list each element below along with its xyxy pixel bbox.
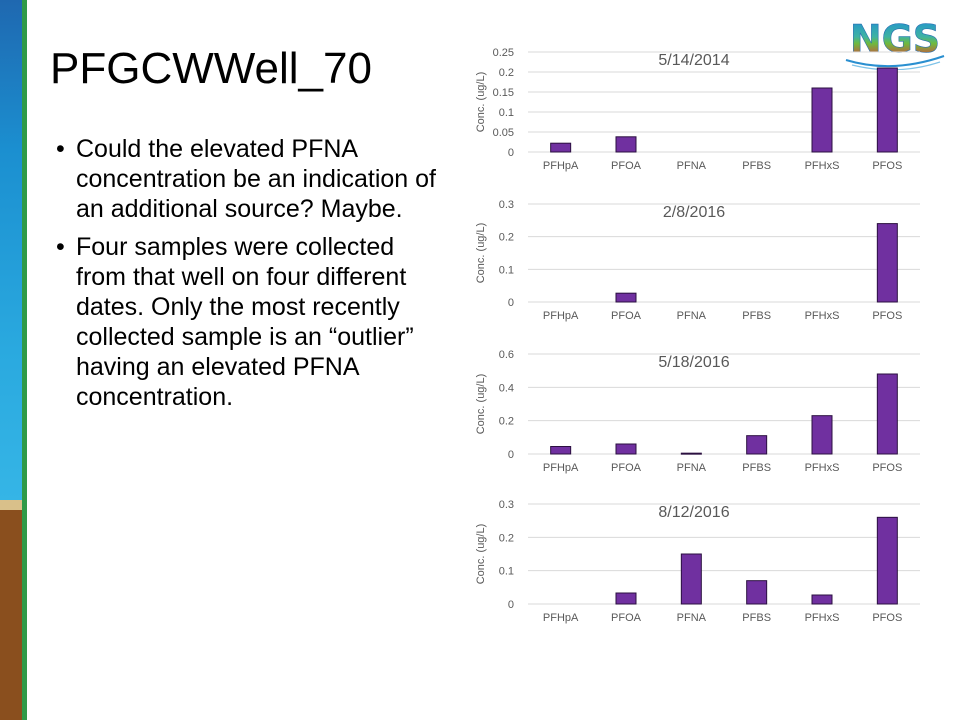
y-tick-label: 0 bbox=[508, 147, 514, 159]
y-axis-label: Conc. (ug/L) bbox=[475, 72, 487, 133]
x-tick-label: PFHpA bbox=[543, 462, 579, 474]
sidebar-brown-band bbox=[0, 510, 22, 720]
bar bbox=[680, 452, 702, 455]
bar-chart-1: 0 0.05 0.1 0.15 0.2 0.25 PFHpA PFOA PFNA PFBS PFHx… bbox=[475, 47, 920, 172]
x-tick-label: PFBS bbox=[742, 612, 771, 624]
y-tick-label: 0 bbox=[508, 599, 514, 611]
x-tick-label: PFBS bbox=[742, 310, 771, 322]
y-tick-label: 0.05 bbox=[493, 127, 514, 139]
x-tick-label: PFOA bbox=[611, 160, 642, 172]
bullet-text: Four samples were collected from that we… bbox=[76, 233, 414, 411]
bar bbox=[680, 553, 702, 605]
ngs-logo: NGS bbox=[845, 17, 945, 70]
x-tick-label: PFHxS bbox=[805, 462, 840, 474]
x-tick-label: PFHxS bbox=[805, 160, 840, 172]
x-tick-label: PFNA bbox=[677, 612, 707, 624]
x-tick-label: PFOS bbox=[872, 462, 902, 474]
sidebar-blue-band bbox=[0, 0, 22, 500]
bullet-text: Could the elevated PFNA concentration be… bbox=[76, 135, 436, 223]
bar-chart-2: 0 0.1 0.2 0.3 PFHpA PFOA PFNA PFBS PFHxS PFOS 2/8/… bbox=[475, 199, 920, 322]
x-tick-label: PFBS bbox=[742, 160, 771, 172]
y-axis-label: Conc. (ug/L) bbox=[475, 524, 487, 585]
chart-title: 5/18/2016 bbox=[658, 354, 729, 371]
y-tick-label: 0.3 bbox=[499, 499, 514, 511]
bullet-item: • Four samples were collected from that w… bbox=[56, 232, 446, 412]
bullet-dot: • bbox=[56, 233, 65, 261]
bar bbox=[876, 67, 898, 153]
x-tick-label: PFOS bbox=[872, 310, 902, 322]
x-tick-label: PFOS bbox=[872, 612, 902, 624]
x-tick-label: PFOA bbox=[611, 612, 642, 624]
bar bbox=[615, 292, 637, 303]
bar bbox=[876, 223, 898, 303]
chart-title: 5/14/2014 bbox=[658, 52, 729, 69]
y-tick-label: 0.4 bbox=[499, 382, 514, 394]
y-tick-label: 0.2 bbox=[499, 232, 514, 244]
bar bbox=[746, 580, 768, 605]
x-tick-label: PFNA bbox=[677, 310, 707, 322]
bar bbox=[811, 415, 833, 455]
y-tick-label: 0.3 bbox=[499, 199, 514, 211]
y-tick-label: 0 bbox=[508, 297, 514, 309]
y-axis-label: Conc. (ug/L) bbox=[475, 374, 487, 435]
logo-lettering: NGS bbox=[850, 17, 940, 61]
logo-swoosh bbox=[845, 55, 945, 68]
bar bbox=[615, 443, 637, 455]
x-tick-label: PFOA bbox=[611, 462, 642, 474]
bullet-list: • Could the elevated PFNA concentration b… bbox=[56, 134, 446, 420]
bar bbox=[550, 142, 572, 153]
bar bbox=[550, 446, 572, 455]
x-tick-label: PFBS bbox=[742, 462, 771, 474]
y-tick-label: 0.1 bbox=[499, 566, 514, 578]
y-tick-label: 0.1 bbox=[499, 264, 514, 276]
bar bbox=[876, 373, 898, 455]
y-tick-label: 0.2 bbox=[499, 67, 514, 79]
x-tick-label: PFHpA bbox=[543, 612, 579, 624]
bar bbox=[876, 516, 898, 605]
x-tick-label: PFHpA bbox=[543, 160, 579, 172]
y-tick-label: 0.1 bbox=[499, 107, 514, 119]
bar bbox=[811, 594, 833, 605]
y-tick-label: 0.25 bbox=[493, 47, 514, 59]
x-tick-label: PFOA bbox=[611, 310, 642, 322]
chart-title: 8/12/2016 bbox=[658, 504, 729, 521]
x-tick-label: PFOS bbox=[872, 160, 902, 172]
y-tick-label: 0 bbox=[508, 449, 514, 461]
bar bbox=[615, 592, 637, 605]
x-tick-label: PFHpA bbox=[543, 310, 579, 322]
x-tick-label: PFHxS bbox=[805, 612, 840, 624]
y-axis-label: Conc. (ug/L) bbox=[475, 223, 487, 284]
decorative-sidebar bbox=[0, 0, 28, 720]
bar bbox=[811, 87, 833, 153]
y-tick-label: 0.2 bbox=[499, 416, 514, 428]
bar-chart-4: 0 0.1 0.2 0.3 PFHpA PFOA PFNA PFBS PFHxS PFOS 8/12… bbox=[475, 499, 920, 624]
x-tick-label: PFNA bbox=[677, 160, 707, 172]
bar-chart-3: 0 0.2 0.4 0.6 PFHpA PFOA PFNA PFBS PFHxS PFOS 5/18… bbox=[475, 349, 920, 474]
bullet-item: • Could the elevated PFNA concentration b… bbox=[56, 134, 446, 224]
bullet-dot: • bbox=[56, 135, 65, 163]
x-tick-label: PFNA bbox=[677, 462, 707, 474]
chart-title: 2/8/2016 bbox=[663, 204, 725, 221]
slide-title: PFGCWWell_70 bbox=[50, 44, 372, 93]
y-tick-label: 0.15 bbox=[493, 87, 514, 99]
x-tick-label: PFHxS bbox=[805, 310, 840, 322]
sidebar-green-stripe bbox=[22, 0, 27, 720]
y-tick-label: 0.2 bbox=[499, 532, 514, 544]
y-tick-label: 0.6 bbox=[499, 349, 514, 361]
bar bbox=[615, 136, 637, 153]
bar bbox=[746, 435, 768, 455]
sidebar-tan-band bbox=[0, 500, 22, 510]
